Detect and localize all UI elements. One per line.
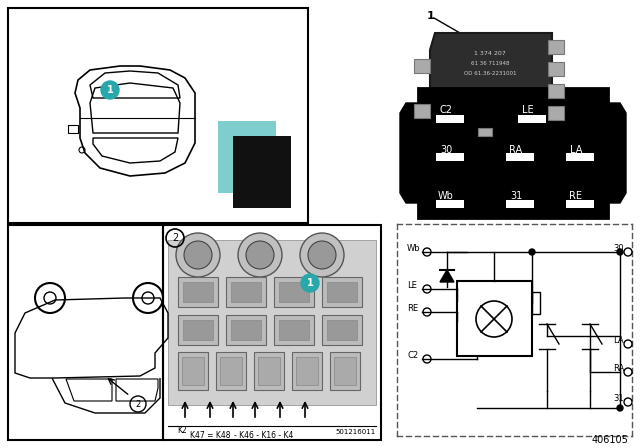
Bar [258,357,280,385]
Circle shape [184,241,212,269]
Bar [231,282,261,302]
Text: 1: 1 [307,278,314,288]
Bar [436,115,464,123]
Polygon shape [440,270,454,282]
Text: 1: 1 [107,85,113,95]
Bar [506,200,534,208]
Bar [231,320,261,340]
Bar [279,320,309,340]
Text: - K46 - K16 - K4: - K46 - K16 - K4 [234,431,294,439]
Text: C2: C2 [440,105,452,115]
Circle shape [238,233,282,277]
Bar [418,88,608,218]
Bar [457,281,532,356]
Text: RE: RE [407,303,418,313]
Bar [168,240,376,405]
Text: 501216011: 501216011 [336,429,376,435]
Circle shape [176,233,220,277]
Text: K2: K2 [177,426,187,435]
Circle shape [617,405,623,411]
Bar [334,357,356,385]
Text: 1 374 207: 1 374 207 [474,51,506,56]
Bar [183,320,213,340]
Circle shape [617,249,623,255]
Text: RA: RA [509,145,523,155]
Bar [322,315,362,345]
Bar [548,62,564,76]
Polygon shape [400,103,418,203]
Bar [163,225,381,440]
Text: Wb: Wb [407,244,420,253]
Bar [220,357,242,385]
Text: 406105: 406105 [591,435,628,445]
Bar [478,128,492,136]
Circle shape [529,249,535,255]
Text: RA: RA [612,363,624,372]
Text: 2: 2 [172,233,178,243]
Text: K47 = K48: K47 = K48 [189,431,230,439]
Bar [182,357,204,385]
Bar [233,136,291,208]
Text: LA: LA [613,336,624,345]
Bar [254,352,284,390]
Text: RE: RE [570,191,582,201]
Text: LE: LE [407,280,417,289]
Bar [8,225,163,440]
Bar [566,153,594,161]
Circle shape [300,233,344,277]
Text: OD 61.36-2231001: OD 61.36-2231001 [464,70,516,76]
Bar [548,40,564,54]
Bar [279,282,309,302]
Bar [548,106,564,120]
Text: LA: LA [570,145,582,155]
Bar [518,115,546,123]
Bar [532,292,540,314]
Circle shape [308,241,336,269]
Text: 61 36 711948: 61 36 711948 [471,60,509,65]
Text: 30: 30 [440,145,452,155]
Text: C2: C2 [407,350,418,359]
Text: 1: 1 [427,11,435,21]
Bar [566,200,594,208]
Bar [330,352,360,390]
Bar [178,315,218,345]
Bar [183,282,213,302]
Bar [218,121,276,193]
Polygon shape [430,33,552,130]
Text: 2: 2 [136,400,141,409]
Bar [327,282,357,302]
Text: 31: 31 [510,191,522,201]
Polygon shape [608,103,626,203]
Bar [226,277,266,307]
Bar [327,320,357,340]
Text: 30: 30 [613,244,624,253]
Bar [178,277,218,307]
Text: LE: LE [522,105,534,115]
Text: Wb: Wb [438,191,454,201]
Circle shape [101,81,119,99]
Bar [292,352,322,390]
Bar [274,277,314,307]
Bar [322,277,362,307]
Bar [414,59,430,73]
Bar [8,8,308,223]
Bar [548,84,564,98]
Bar [178,352,208,390]
Bar [436,200,464,208]
Bar [436,153,464,161]
Text: 31: 31 [613,393,624,402]
Bar [216,352,246,390]
Bar [68,125,78,133]
Bar [506,153,534,161]
Bar [414,104,430,118]
Circle shape [301,274,319,292]
Bar [226,315,266,345]
Circle shape [246,241,274,269]
Bar [274,315,314,345]
Bar [296,357,318,385]
